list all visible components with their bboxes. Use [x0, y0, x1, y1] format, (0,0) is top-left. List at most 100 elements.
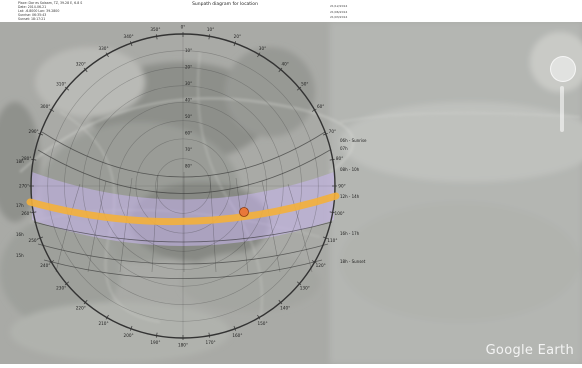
- azimuth-tick: [322, 236, 328, 239]
- provider-watermark: Google Earth: [485, 343, 574, 358]
- azimuth-tick-label: 230°: [56, 286, 66, 291]
- map-navigation-control[interactable]: [548, 56, 576, 136]
- azimuth-tick-label: 280°: [21, 156, 31, 161]
- date-label: 21/03/2014: [330, 15, 348, 19]
- satellite-map[interactable]: 0° 10° 20° 30° 40° 50° 60° 70° 80° 90° 100° 110° 120…: [0, 22, 582, 364]
- azimuth-tick-label: 240°: [40, 263, 50, 268]
- azimuth-tick-label: 140°: [280, 305, 290, 310]
- hour-label-left: 17h: [16, 203, 24, 208]
- azimuth-tick-label: 30°: [259, 46, 266, 51]
- sun-path-arc: [41, 131, 326, 178]
- azimuth-tick-label: 260°: [21, 211, 31, 216]
- elevation-tick-label: 40°: [185, 98, 192, 103]
- azimuth-tick-label: 170°: [206, 340, 216, 345]
- hour-label-right: 08h - 10h: [340, 167, 360, 172]
- azimuth-tick: [83, 67, 88, 73]
- azimuth-tick-label: 50°: [301, 81, 308, 86]
- azimuth-tick-label: 250°: [29, 238, 39, 243]
- azimuth-tick: [64, 281, 70, 286]
- azimuth-tick: [233, 41, 236, 47]
- map-canvas[interactable]: 0° 10° 20° 30° 40° 50° 60° 70° 80° 90° 100° 110° 120…: [0, 22, 582, 364]
- azimuth-tick: [38, 236, 44, 239]
- azimuth-tick-label: 180°: [178, 343, 188, 348]
- elevation-ring: [117, 120, 249, 252]
- legend: Place: Dar es Salaam, TZ, 39.28 E, 6.8 S…: [18, 1, 128, 21]
- azimuth-tick-label: 300°: [40, 104, 50, 109]
- azimuth-tick: [329, 158, 335, 161]
- azimuth-tick: [49, 108, 55, 112]
- azimuth-tick: [38, 133, 44, 136]
- azimuth-tick-label: 20°: [234, 34, 241, 39]
- azimuth-tick-label: 270°: [19, 184, 29, 189]
- legend-row: Place: Dar es Salaam, TZ, 39.28 E, 6.8 S: [18, 1, 83, 5]
- azimuth-tick: [296, 86, 302, 91]
- azimuth-tick: [208, 34, 211, 40]
- elevation-ring: [47, 50, 319, 322]
- elevation-ring: [135, 138, 231, 234]
- header: Place: Dar es Salaam, TZ, 39.28 E, 6.8 S…: [0, 0, 582, 22]
- azimuth-tick: [329, 211, 335, 214]
- hour-line: [235, 177, 249, 273]
- azimuth-tick-label: 190°: [150, 340, 160, 345]
- elevation-ring: [155, 158, 211, 214]
- hour-label-left: 18h: [16, 159, 24, 164]
- hour-line: [55, 183, 81, 273]
- page-title: Sunpath diagram for location: [192, 2, 258, 7]
- compass-icon[interactable]: [550, 56, 576, 82]
- azimuth-tick-label: 340°: [124, 34, 134, 39]
- hour-label-right: 12h - 14h: [340, 194, 360, 199]
- azimuth-tick-label: 160°: [232, 333, 242, 338]
- azimuth-tick: [233, 325, 236, 331]
- sun-position-marker: [239, 207, 249, 217]
- elevation-tick-label: 50°: [185, 114, 192, 119]
- azimuth-tick: [311, 108, 317, 112]
- hour-label-right: 18h - Sunset: [340, 259, 366, 264]
- azimuth-tick-label: 320°: [76, 62, 86, 67]
- azimuth-tick-label: 70°: [329, 129, 336, 134]
- azimuth-tick: [64, 86, 70, 91]
- azimuth-tick: [155, 332, 158, 338]
- azimuth-tick-label: 10°: [207, 27, 214, 32]
- azimuth-tick-label: 200°: [124, 333, 134, 338]
- azimuth-tick-label: 310°: [56, 81, 66, 86]
- azimuth-tick: [130, 325, 133, 331]
- hour-label-right: 06h - Sunrise: [340, 138, 367, 143]
- azimuth-tick-label: 220°: [76, 305, 86, 310]
- azimuth-tick: [49, 260, 55, 264]
- sun-path-arc: [37, 243, 329, 265]
- elevation-tick-label: 70°: [185, 147, 192, 152]
- azimuth-tick: [296, 281, 302, 286]
- azimuth-tick: [105, 314, 109, 320]
- azimuth-tick: [278, 299, 283, 305]
- sun-path-diagram: 0° 10° 20° 30° 40° 50° 60° 70° 80° 90° 100° 110° 120…: [16, 25, 367, 348]
- azimuth-tick: [155, 34, 158, 40]
- azimuth-tick-label: 100°: [335, 211, 345, 216]
- hour-line: [287, 183, 313, 273]
- date-label: 21/12/2014: [330, 4, 348, 8]
- azimuth-tick-label: 120°: [316, 263, 326, 268]
- elevation-ring: [64, 67, 302, 305]
- azimuth-tick: [322, 133, 328, 136]
- azimuth-tick: [83, 299, 88, 305]
- elevation-tick-label: 80°: [185, 164, 192, 169]
- azimuth-tick: [31, 158, 37, 161]
- hour-label-right: 16h - 17h: [340, 231, 360, 236]
- hour-label-right: 07h: [340, 146, 348, 151]
- azimuth-tick-label: 110°: [327, 238, 337, 243]
- sun-path-arc: [43, 259, 323, 279]
- hour-label-left: 15h: [16, 253, 24, 258]
- hour-label-left: 16h: [16, 232, 24, 237]
- elevation-ring: [82, 85, 284, 287]
- azimuth-tick: [311, 260, 317, 264]
- azimuth-tick-label: 330°: [98, 46, 108, 51]
- zoom-slider[interactable]: [560, 86, 564, 132]
- azimuth-tick: [257, 314, 261, 320]
- hour-line: [87, 180, 107, 273]
- azimuth-tick-label: 40°: [281, 62, 288, 67]
- azimuth-tick: [105, 52, 109, 58]
- dates-list: 21/12/2014 21/06/2014 21/03/2014: [330, 4, 390, 21]
- sun-path-arc: [37, 149, 331, 194]
- azimuth-tick-label: 210°: [98, 321, 108, 326]
- elevation-ring: [99, 102, 267, 270]
- azimuth-tick: [130, 41, 133, 47]
